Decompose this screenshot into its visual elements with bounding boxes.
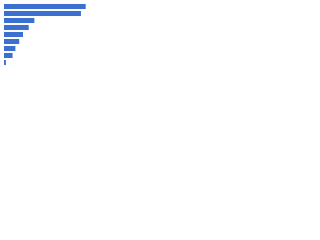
bar (4, 45, 16, 52)
chart (0, 0, 100, 71)
bar (4, 31, 23, 38)
bar (4, 10, 81, 17)
bar (4, 38, 20, 45)
bar (4, 17, 35, 24)
bar (4, 24, 29, 31)
bar (4, 52, 13, 59)
bar (4, 3, 86, 10)
bar (4, 59, 6, 66)
page: (() => { const data = JSON.parse(documen… (0, 0, 320, 71)
